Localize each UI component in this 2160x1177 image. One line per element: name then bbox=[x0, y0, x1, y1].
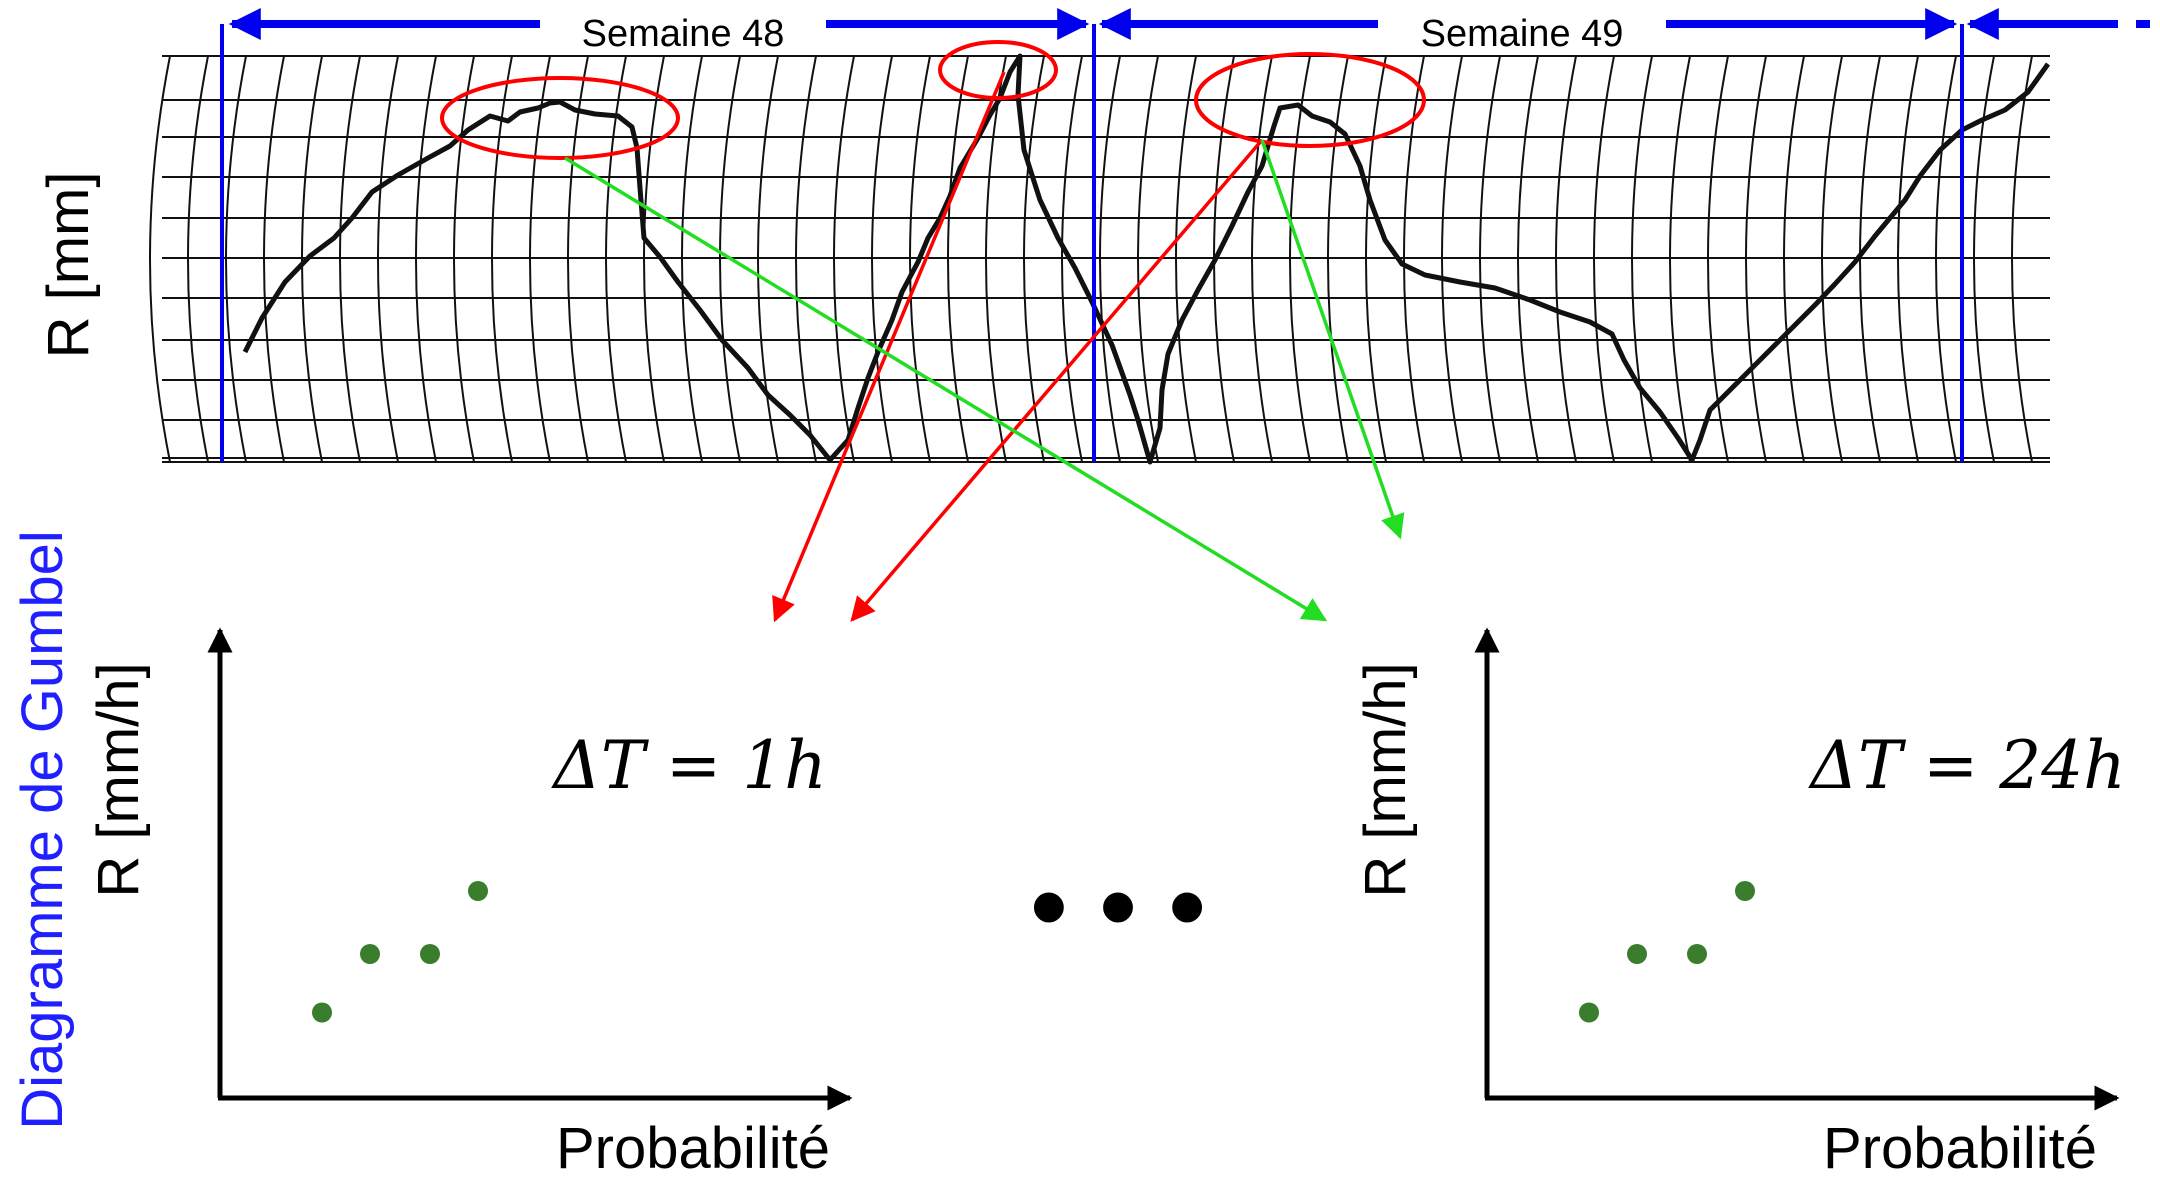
week-separators bbox=[220, 24, 1964, 462]
gauge-grid-arc bbox=[1783, 55, 1805, 463]
peak-highlight-3 bbox=[1194, 52, 1426, 148]
gauge-grid-arc bbox=[795, 55, 817, 463]
green-arrow-1 bbox=[564, 156, 1328, 622]
gauge-grid-arc bbox=[301, 55, 323, 463]
rain-gauge-chart: Semaine 48 Semaine 49 R [mm] bbox=[36, 8, 2150, 465]
gauge-grid-arc bbox=[1631, 55, 1653, 463]
red-arrow-2 bbox=[850, 138, 1264, 622]
gauge-grid-arc bbox=[491, 55, 513, 463]
gauge-grid-arc bbox=[187, 55, 209, 463]
peak-highlights bbox=[440, 40, 1426, 160]
gauge-grid-arc bbox=[985, 55, 1007, 463]
gauge-grid-arc bbox=[1479, 55, 1501, 463]
gauge-grid-arc bbox=[225, 55, 247, 463]
gauge-grid-arc bbox=[909, 55, 931, 463]
gauge-grid-arc bbox=[415, 55, 437, 463]
gauge-grid-arc bbox=[1061, 55, 1083, 463]
gauge-grid-arc bbox=[1327, 55, 1349, 463]
plot-1h-y-label: R [mm/h] bbox=[86, 662, 151, 897]
gauge-grid-arc bbox=[1897, 55, 1919, 463]
gauge-grid-arc bbox=[1441, 55, 1463, 463]
gauge-grid-arc bbox=[681, 55, 703, 463]
gauge-grid-arc bbox=[1403, 55, 1425, 463]
gumbel-point bbox=[360, 944, 380, 964]
gauge-grid-arc bbox=[643, 55, 665, 463]
gumbel-point bbox=[1579, 1002, 1599, 1023]
mapping-arrows bbox=[564, 71, 1405, 623]
gumbel-point bbox=[420, 944, 440, 964]
plot-24h-points bbox=[1579, 881, 1755, 1023]
gauge-grid-arc bbox=[1289, 55, 1311, 463]
gumbel-plot-1h: R [mm/h] Probabilité ΔT = 1h bbox=[86, 627, 853, 1177]
gauge-grid-arc bbox=[719, 55, 741, 463]
gauge-grid-arc bbox=[947, 55, 969, 463]
plot-24h-delta-t: ΔT = 24h bbox=[1807, 727, 2125, 804]
gumbel-point bbox=[312, 1002, 332, 1023]
gauge-grid-arc bbox=[1365, 55, 1387, 463]
plots-ellipsis: • • • bbox=[1030, 845, 1207, 968]
gumbel-point bbox=[1687, 944, 1707, 964]
plot-1h-x-label: Probabilité bbox=[556, 1116, 830, 1172]
gumbel-point bbox=[1735, 881, 1755, 901]
gauge-grid-arc bbox=[605, 55, 627, 463]
gauge-grid-arc bbox=[1099, 55, 1121, 463]
gauge-grid-arc bbox=[1137, 55, 1159, 463]
gumbel-point bbox=[468, 881, 488, 901]
gauge-grid-arc bbox=[757, 55, 779, 463]
green-arrow-2 bbox=[1260, 139, 1405, 540]
gauge-grid-arc bbox=[2011, 55, 2033, 463]
gauge-grid-arc bbox=[1593, 55, 1615, 463]
gauge-grid-arc bbox=[871, 55, 893, 463]
gauge-grid-arc bbox=[1973, 55, 1995, 463]
gauge-grid-arc bbox=[149, 55, 171, 463]
gumbel-plot-24h: R [mm/h] Probabilité ΔT = 24h bbox=[1353, 627, 2126, 1177]
gauge-grid-arc bbox=[1517, 55, 1539, 463]
gauge-grid-arcs bbox=[149, 55, 2033, 463]
week-49-label: Semaine 49 bbox=[1421, 13, 1624, 55]
gauge-grid-arc bbox=[833, 55, 855, 463]
plot-24h-y-label: R [mm/h] bbox=[1353, 662, 1418, 897]
gauge-grid-arc bbox=[1251, 55, 1273, 463]
gauge-grid-arc bbox=[339, 55, 361, 463]
gauge-grid-arc bbox=[529, 55, 551, 463]
gauge-grid-arc bbox=[1745, 55, 1767, 463]
peak-highlight-1 bbox=[440, 76, 680, 160]
gauge-grid-arc bbox=[1555, 55, 1577, 463]
gauge-grid-arc bbox=[1669, 55, 1691, 463]
peak-highlight-2 bbox=[938, 40, 1058, 100]
gauge-grid-arc bbox=[1935, 55, 1957, 463]
plot-24h-x-label: Probabilité bbox=[1823, 1116, 2097, 1172]
gauge-grid-arc bbox=[263, 55, 285, 463]
plot-1h-delta-t: ΔT = 1h bbox=[550, 727, 826, 804]
gauge-grid-arc bbox=[377, 55, 399, 463]
gumbel-side-label: Diagramme de Gumbel bbox=[10, 530, 75, 1130]
gauge-grid-arc bbox=[453, 55, 475, 463]
gauge-grid-horizontal bbox=[162, 55, 2050, 463]
plot-1h-points bbox=[312, 881, 488, 1023]
top-y-axis-label: R [mm] bbox=[36, 172, 101, 359]
gauge-grid-arc bbox=[1175, 55, 1197, 463]
gauge-grid-arc bbox=[1707, 55, 1729, 463]
gauge-grid-arc bbox=[1821, 55, 1843, 463]
week-48-label: Semaine 48 bbox=[582, 13, 785, 55]
gumbel-point bbox=[1627, 944, 1647, 964]
red-arrow-1 bbox=[772, 71, 1006, 623]
